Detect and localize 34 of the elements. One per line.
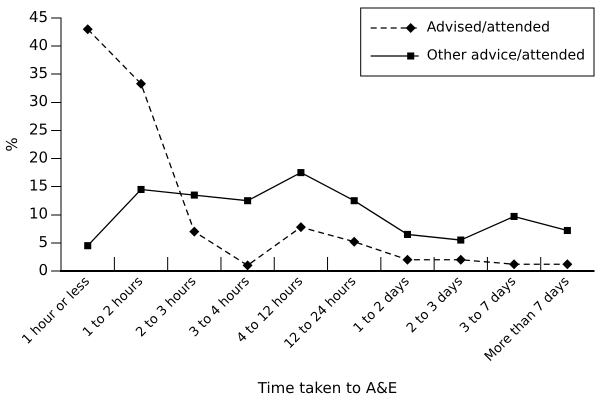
point [510, 212, 518, 220]
point [137, 186, 145, 193]
y-tick-label: 35 [28, 64, 48, 82]
point [296, 222, 306, 232]
point [297, 169, 304, 176]
point [244, 197, 252, 204]
point [457, 236, 464, 244]
y-tick-label: 40 [28, 36, 48, 54]
point [136, 78, 146, 89]
point [456, 254, 466, 265]
point [84, 242, 92, 250]
point [562, 259, 572, 270]
point [404, 230, 412, 238]
x-axis-title: Time taken to A&E [256, 378, 398, 397]
legend-label: Other advice/attended [426, 48, 586, 64]
y-tick-label: 5 [38, 232, 48, 251]
y-axis-title: % [2, 137, 21, 152]
point [190, 192, 198, 199]
point [189, 226, 200, 237]
point [82, 24, 93, 34]
y-tick-label: 30 [28, 92, 48, 110]
y-tick-label: 25 [28, 120, 48, 138]
y-tick-label: 0 [38, 260, 48, 279]
point [349, 236, 360, 247]
y-tick-label: 45 [28, 8, 48, 26]
legend-label: Advised/attended [426, 20, 550, 36]
y-tick-label: 20 [28, 148, 48, 166]
y-tick-label: 15 [28, 176, 48, 195]
point [242, 260, 253, 270]
point [350, 197, 358, 204]
point [509, 259, 520, 270]
point [402, 254, 412, 265]
point [564, 226, 571, 234]
y-tick-label: 10 [28, 204, 48, 223]
